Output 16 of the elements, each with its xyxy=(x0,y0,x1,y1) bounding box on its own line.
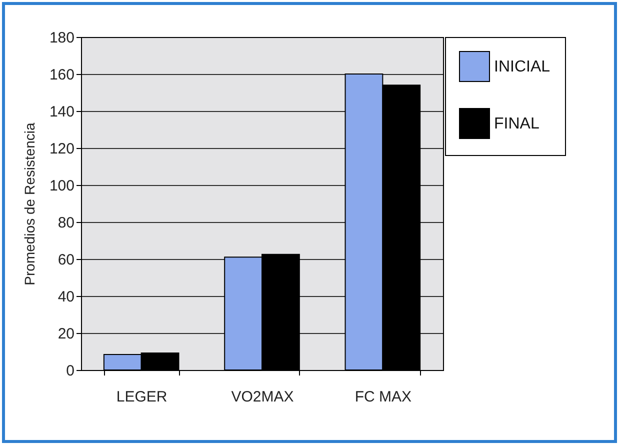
y-tick-label: 40 xyxy=(58,288,74,306)
x-tick-label: VO2MAX xyxy=(231,388,294,406)
y-tick-label: 120 xyxy=(49,140,74,158)
y-tick-label: 80 xyxy=(58,214,74,232)
legend-label: INICIAL xyxy=(494,58,550,76)
y-tick-label: 20 xyxy=(58,326,74,342)
y-tick-label: 0 xyxy=(66,362,74,380)
y-tick-label: 180 xyxy=(49,30,74,46)
y-tick-label: 140 xyxy=(49,104,74,120)
y-axis-title: Promedios de Resistencia xyxy=(21,122,38,286)
y-tick-label: 160 xyxy=(49,66,74,84)
y-tick-label: 100 xyxy=(49,178,74,194)
x-tick-label: LEGER xyxy=(116,388,168,406)
legend-label: FINAL xyxy=(494,116,540,132)
x-tick-label: FC MAX xyxy=(354,388,412,406)
y-tick-label: 60 xyxy=(58,252,74,268)
